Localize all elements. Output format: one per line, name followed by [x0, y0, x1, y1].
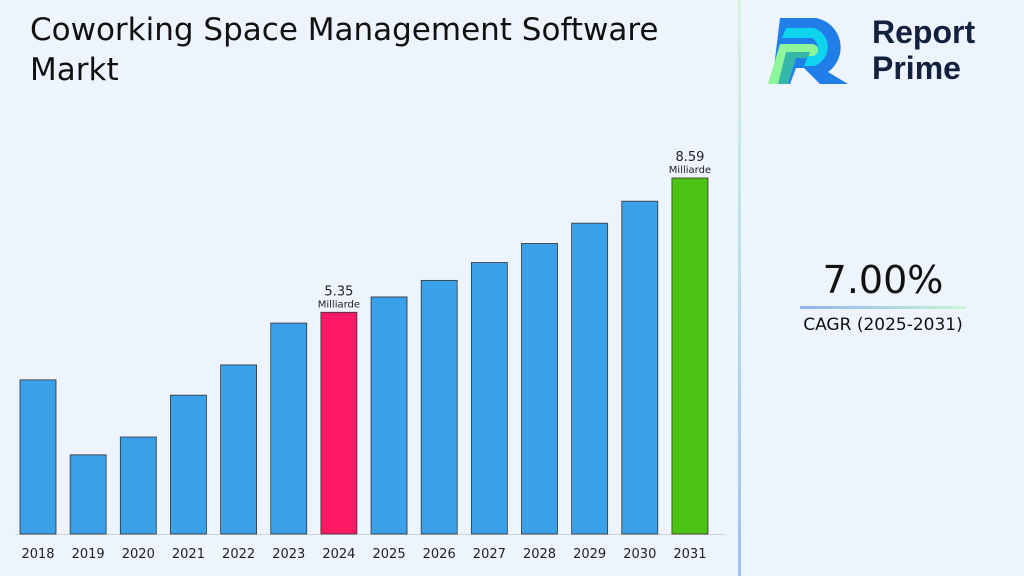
- bar-2023: [270, 322, 308, 535]
- data-label-value: 5.35: [324, 284, 353, 299]
- cagr-underline: [800, 306, 966, 309]
- chart-title: Coworking Space Management Software Mark…: [30, 12, 659, 88]
- x-tick-label: 2023: [272, 547, 305, 562]
- logo-text: Report Prime: [872, 14, 975, 86]
- bar-2024: [320, 311, 358, 535]
- divider: [738, 0, 741, 576]
- bar-2031: [671, 177, 709, 535]
- bar-2030: [621, 200, 659, 535]
- x-tick-label: 2020: [122, 547, 155, 562]
- x-tick-label: 2021: [172, 547, 205, 562]
- cagr-panel: 7.00% CAGR (2025-2031): [800, 258, 966, 335]
- x-tick-label: 2024: [322, 547, 355, 562]
- data-label-unit: Milliarde: [669, 165, 711, 176]
- bar-2021: [170, 394, 207, 535]
- bar-2022: [220, 364, 258, 535]
- x-tick-label: 2026: [423, 547, 456, 562]
- x-tick-label: 2029: [573, 547, 606, 562]
- x-tick-label: 2027: [473, 547, 506, 562]
- data-label-unit: Milliarde: [318, 299, 360, 310]
- bar-2029: [571, 222, 609, 535]
- data-label-value: 8.59: [675, 150, 704, 165]
- x-tick-label: 2031: [673, 547, 706, 562]
- x-tick-label: 2030: [623, 547, 656, 562]
- logo-line2: Prime: [872, 50, 961, 86]
- logo-line1: Report: [872, 14, 976, 50]
- x-tick-label: 2028: [523, 547, 556, 562]
- cagr-label: CAGR (2025-2031): [803, 315, 963, 335]
- cagr-value: 7.00%: [822, 258, 944, 302]
- report-prime-logo: [768, 18, 848, 84]
- bar-2019: [69, 454, 107, 535]
- x-tick-label: 2018: [21, 547, 54, 562]
- bar-2027: [470, 262, 508, 535]
- bar-2025: [370, 296, 408, 535]
- bar-2026: [420, 279, 458, 535]
- x-tick-label: 2025: [373, 547, 406, 562]
- x-tick-label: 2022: [222, 547, 255, 562]
- bar-chart: 2018 2019 2020 2021 2022 2023 2024 2025 2026 2027…: [15, 150, 725, 562]
- bar-2028: [521, 243, 558, 535]
- bar-2020: [119, 436, 157, 535]
- bar-2018: [19, 379, 57, 535]
- x-tick-label: 2019: [72, 547, 105, 562]
